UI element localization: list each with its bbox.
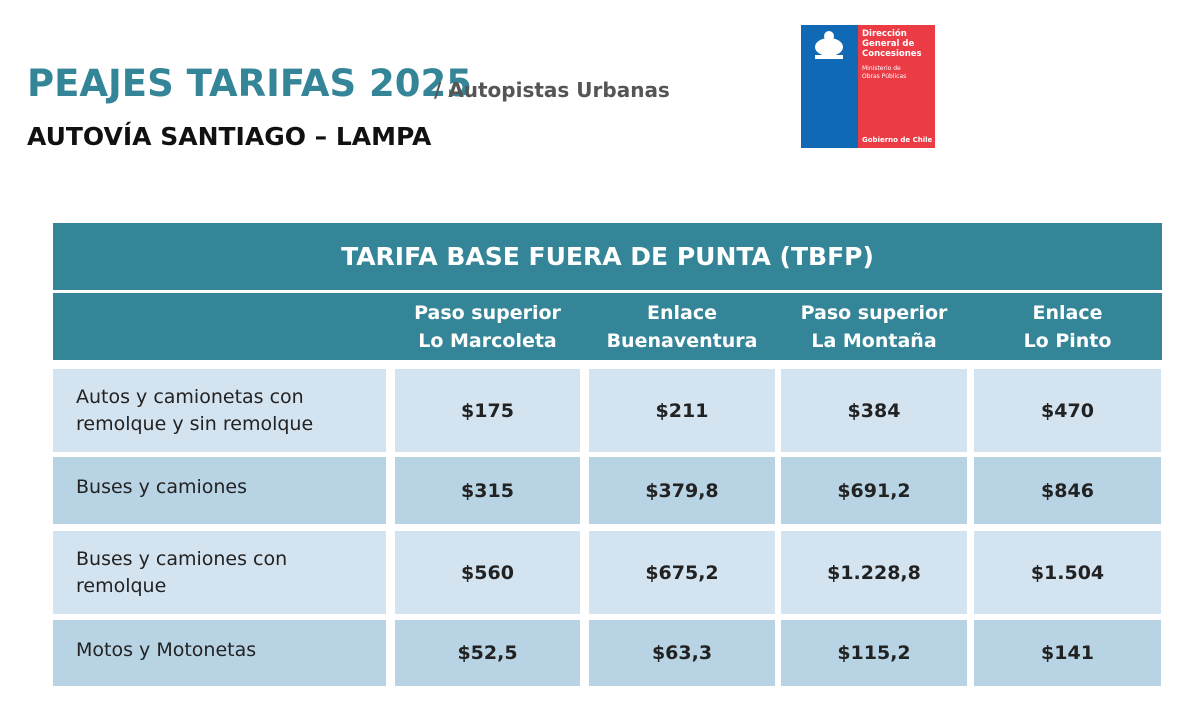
header-corner xyxy=(53,293,395,360)
column-header-line: Lo Pinto xyxy=(1023,329,1112,352)
toll-value: $384 xyxy=(781,369,967,452)
row-label: Buses y camiones con remolque xyxy=(53,531,386,614)
row-label: Autos y camionetas con remolque y sin rem… xyxy=(53,369,386,452)
toll-value: $675,2 xyxy=(589,531,775,614)
logo-line: Ministerio de xyxy=(862,65,901,72)
toll-value: $141 xyxy=(974,620,1161,686)
logo-line: General de xyxy=(862,39,915,49)
column-header: Paso superior La Montaña xyxy=(781,293,967,360)
table-title: TARIFA BASE FUERA DE PUNTA (TBFP) xyxy=(53,223,1162,290)
logo-government: Gobierno de Chile xyxy=(862,136,933,144)
logo-name: Dirección General de Concesiones xyxy=(862,29,922,59)
toll-value: $1.504 xyxy=(974,531,1161,614)
toll-value: $175 xyxy=(395,369,580,452)
logo-emblem xyxy=(815,31,843,59)
toll-value: $379,8 xyxy=(589,457,775,524)
logo-line: Obras Públicas xyxy=(862,73,907,80)
column-header-line: Buenaventura xyxy=(606,329,758,352)
row-label-line: Motos y Motonetas xyxy=(76,639,257,661)
toll-value: $846 xyxy=(974,457,1161,524)
row-label-line: remolque xyxy=(76,574,167,597)
column-header-line: Enlace xyxy=(647,301,717,324)
row-label-line: Buses y camiones con xyxy=(76,547,288,570)
toll-value: $211 xyxy=(589,369,775,452)
route-name: AUTOVÍA SANTIAGO – LAMPA xyxy=(27,122,432,151)
logo-blue xyxy=(801,25,858,148)
column-header-line: Enlace xyxy=(1032,301,1103,324)
toll-value: $115,2 xyxy=(781,620,967,686)
toll-value: $315 xyxy=(395,457,580,524)
column-header-line: La Montaña xyxy=(811,329,937,352)
logo-line: Concesiones xyxy=(862,49,922,59)
toll-value: $691,2 xyxy=(781,457,967,524)
column-header-line: Paso superior xyxy=(800,301,948,324)
column-header-line: Paso superior xyxy=(414,301,561,324)
row-label-line: remolque y sin remolque xyxy=(76,412,314,435)
row-label: Motos y Motonetas xyxy=(53,620,386,686)
toll-value: $470 xyxy=(974,369,1161,452)
logo-line: Dirección xyxy=(862,29,907,39)
row-label: Buses y camiones xyxy=(53,457,386,524)
column-header: Enlace Lo Pinto xyxy=(974,293,1161,360)
toll-value: $52,5 xyxy=(395,620,580,686)
page-subtitle: / Autopistas Urbanas xyxy=(434,78,670,102)
logo-ministry: Ministerio de Obras Públicas xyxy=(862,65,906,81)
page-title: PEAJES TARIFAS 2025 xyxy=(27,62,473,105)
column-header: Paso superior Lo Marcoleta xyxy=(395,293,580,360)
toll-value: $63,3 xyxy=(589,620,775,686)
column-header: Enlace Buenaventura xyxy=(589,293,775,360)
row-label-line: Autos y camionetas con xyxy=(76,385,304,408)
toll-value: $1.228,8 xyxy=(781,531,967,614)
column-header-line: Lo Marcoleta xyxy=(418,329,557,352)
toll-value: $560 xyxy=(395,531,580,614)
logo: Dirección General de Concesiones Ministeri… xyxy=(801,25,935,148)
logo-red: Dirección General de Concesiones Ministeri… xyxy=(858,25,935,148)
row-label-line: Buses y camiones xyxy=(76,476,248,498)
